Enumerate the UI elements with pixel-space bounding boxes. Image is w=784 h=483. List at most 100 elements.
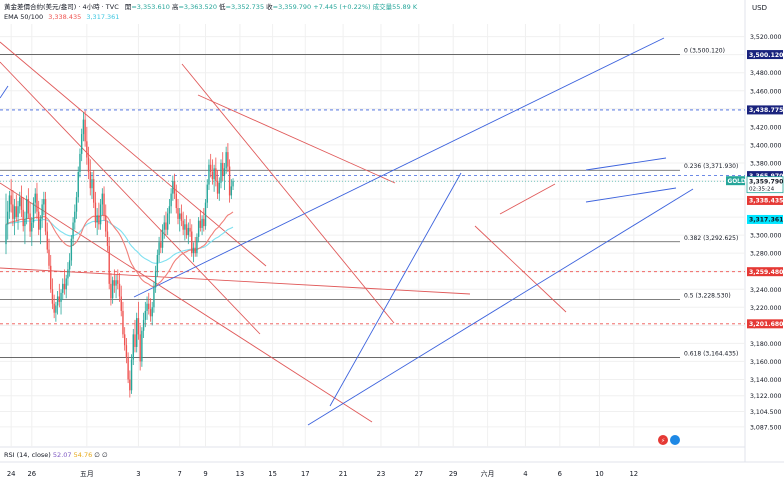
candle-body — [113, 280, 116, 286]
x-tick-label: 13 — [236, 470, 245, 478]
candle-body — [216, 180, 219, 194]
candle-body — [223, 168, 226, 176]
x-tick-label: 15 — [268, 470, 277, 478]
trend-line-red — [0, 61, 261, 335]
candle-body — [117, 280, 119, 284]
candle-body — [82, 119, 85, 135]
trend-line-red — [181, 63, 395, 324]
candle-body — [87, 157, 90, 172]
candle-body — [130, 359, 133, 391]
trend-line-red — [197, 94, 396, 184]
candle-body — [222, 162, 224, 176]
ohlc-open-key: 開 — [124, 3, 132, 11]
y-tick-label: 3,420.000 — [750, 124, 782, 131]
candle-body — [29, 213, 31, 232]
candle-body — [142, 319, 145, 331]
candle-body — [93, 179, 95, 203]
candle-body — [161, 229, 164, 248]
candle-body — [192, 247, 195, 254]
y-tick-label: 3,480.000 — [750, 70, 782, 77]
trend-line-blue — [585, 187, 677, 203]
candle-body — [230, 186, 233, 196]
ohlc-low: =3,352.735 — [225, 3, 265, 11]
candle-body — [187, 227, 190, 236]
ohlc-change: +7.445 (+0.22%) — [313, 3, 371, 11]
candle-body — [208, 164, 210, 185]
x-tick-label: 24 — [7, 470, 16, 478]
rsi-value-4: ∅ — [102, 451, 108, 459]
candle-body — [101, 193, 104, 205]
candle-body — [68, 260, 71, 270]
price-marker-box — [746, 176, 784, 194]
candle-body — [13, 206, 16, 219]
ohlc-close: =3,359.790 — [272, 3, 312, 11]
candle-body — [179, 213, 181, 219]
y-tick-label: 3,520.000 — [750, 34, 782, 41]
candle-body — [12, 204, 14, 219]
candle-body — [139, 334, 141, 362]
event-lightning-glyph: ⚡ — [661, 438, 665, 445]
x-tick-label: 3 — [136, 470, 140, 478]
ohlc-high: =3,363.520 — [178, 3, 217, 11]
candle-body — [173, 180, 176, 194]
candle-body — [91, 179, 93, 189]
y-tick-label: 3,160.000 — [750, 359, 782, 366]
candle-body — [148, 303, 150, 310]
chart-header: 黃金差價合約(美元/盎司) · 4小時 · TVC 開=3,353.610 高=… — [4, 2, 417, 22]
candle-body — [134, 334, 136, 347]
ema-value-1: 3,338.435 — [48, 13, 82, 21]
rsi-header: RSI (14, close) 52.07 54.76 ∅ ∅ — [4, 451, 108, 459]
candle-body — [158, 242, 160, 255]
fib-level-label: 0.382 (3,292.625) — [684, 235, 738, 242]
candle-body — [209, 164, 212, 172]
candle-body — [63, 283, 66, 290]
candle-body — [43, 199, 45, 205]
candle-body — [153, 287, 155, 308]
x-tick-label: 9 — [203, 470, 207, 478]
candle-body — [70, 238, 73, 261]
volume-label: 成交量55.89 K — [372, 3, 418, 11]
x-tick-label: 六月 — [481, 469, 495, 478]
candle-body — [65, 278, 67, 290]
candle-body — [123, 334, 126, 346]
candle-body — [129, 379, 131, 391]
ema-label[interactable]: EMA 50/100 — [4, 13, 44, 21]
candle-body — [37, 211, 40, 230]
trend-line-red — [0, 182, 373, 423]
trend-line-blue — [329, 172, 462, 407]
fib-level-label: 0.618 (3,164.435) — [684, 350, 738, 357]
candle-body — [98, 215, 100, 225]
candle-body — [56, 296, 59, 306]
candle-body — [232, 180, 234, 187]
x-tick-label: 4 — [523, 470, 527, 478]
candle-body — [215, 168, 217, 181]
trend-line-blue — [585, 157, 667, 171]
symbol-title[interactable]: 黃金差價合約(美元/盎司) · 4小時 · TVC — [4, 3, 119, 11]
candle-body — [53, 303, 55, 313]
rsi-value-3: ∅ — [94, 451, 100, 459]
rsi-label[interactable]: RSI (14, close) — [4, 451, 51, 459]
price-marker-box — [747, 195, 783, 205]
candle-body — [213, 168, 215, 180]
candle-body — [125, 345, 128, 358]
candle-body — [31, 222, 33, 232]
candle-body — [34, 193, 36, 203]
candle-body — [80, 134, 83, 154]
fib-level-label: 0 (3,500.120) — [684, 48, 725, 55]
candle-body — [115, 280, 117, 286]
candle-body — [203, 218, 205, 227]
candle-body — [184, 224, 186, 230]
candle-body — [105, 215, 107, 232]
price-marker-box — [747, 214, 783, 224]
candle-body — [218, 182, 220, 194]
candle-body — [166, 213, 169, 230]
candle-body — [41, 204, 43, 219]
candle-body — [96, 215, 98, 223]
candle-body — [149, 309, 152, 317]
candle-body — [201, 218, 203, 228]
ohlc-low-key: 低 — [219, 3, 226, 11]
y-tick-label: 3,220.000 — [750, 305, 782, 312]
candle-body — [106, 231, 109, 246]
x-tick-label: 27 — [414, 470, 423, 478]
